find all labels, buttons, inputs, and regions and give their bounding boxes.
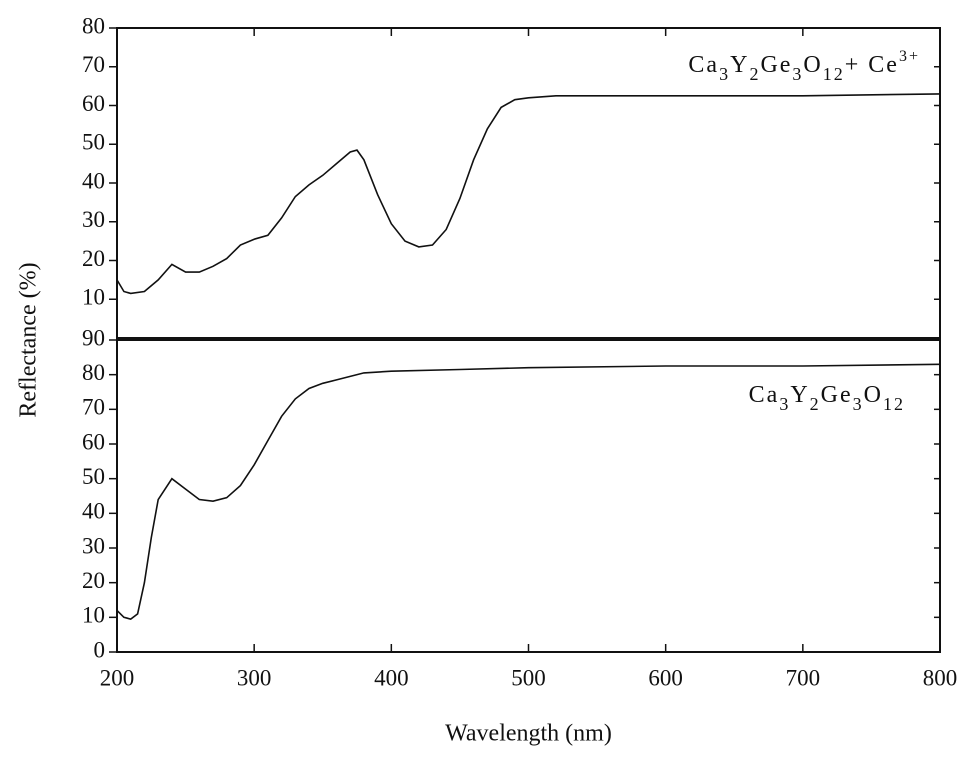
y-tick-label: 60 bbox=[82, 429, 105, 454]
x-tick-label: 600 bbox=[648, 665, 683, 690]
y-tick-label: 20 bbox=[82, 246, 105, 271]
y-tick-label: 40 bbox=[82, 168, 105, 193]
y-tick-label: 90 bbox=[82, 325, 105, 350]
y-tick-label: 30 bbox=[82, 207, 105, 232]
x-axis-label: Wavelength (nm) bbox=[445, 721, 612, 747]
y-tick-label: 30 bbox=[82, 533, 105, 558]
curve bbox=[116, 363, 941, 620]
y-tick-label: 80 bbox=[82, 13, 105, 38]
x-tick-label: 200 bbox=[100, 665, 135, 690]
y-tick-label: 40 bbox=[82, 499, 105, 524]
y-axis-label: Reflectance (%) bbox=[16, 262, 42, 417]
y-tick-label: 60 bbox=[82, 91, 105, 116]
y-tick-label: 70 bbox=[82, 52, 105, 77]
series-label: Ca3Y2Ge3O12+ Ce3+ bbox=[688, 48, 920, 84]
x-tick-label: 800 bbox=[923, 665, 958, 690]
series-label: Ca3Y2Ge3O12 bbox=[749, 382, 905, 415]
y-tick-label: 50 bbox=[82, 130, 105, 155]
x-tick-label: 300 bbox=[237, 665, 272, 690]
y-tick-label: 50 bbox=[82, 464, 105, 489]
x-tick-label: 500 bbox=[511, 665, 546, 690]
y-tick-label: 20 bbox=[82, 568, 105, 593]
x-tick-label: 700 bbox=[786, 665, 821, 690]
y-tick-label: 10 bbox=[82, 603, 105, 628]
y-tick-label: 70 bbox=[82, 395, 105, 420]
panel-frame bbox=[116, 339, 941, 653]
y-tick-label: 10 bbox=[82, 285, 105, 310]
y-tick-label: 0 bbox=[94, 637, 106, 662]
curve bbox=[116, 93, 941, 295]
x-tick-label: 400 bbox=[374, 665, 409, 690]
y-tick-label: 80 bbox=[82, 360, 105, 385]
